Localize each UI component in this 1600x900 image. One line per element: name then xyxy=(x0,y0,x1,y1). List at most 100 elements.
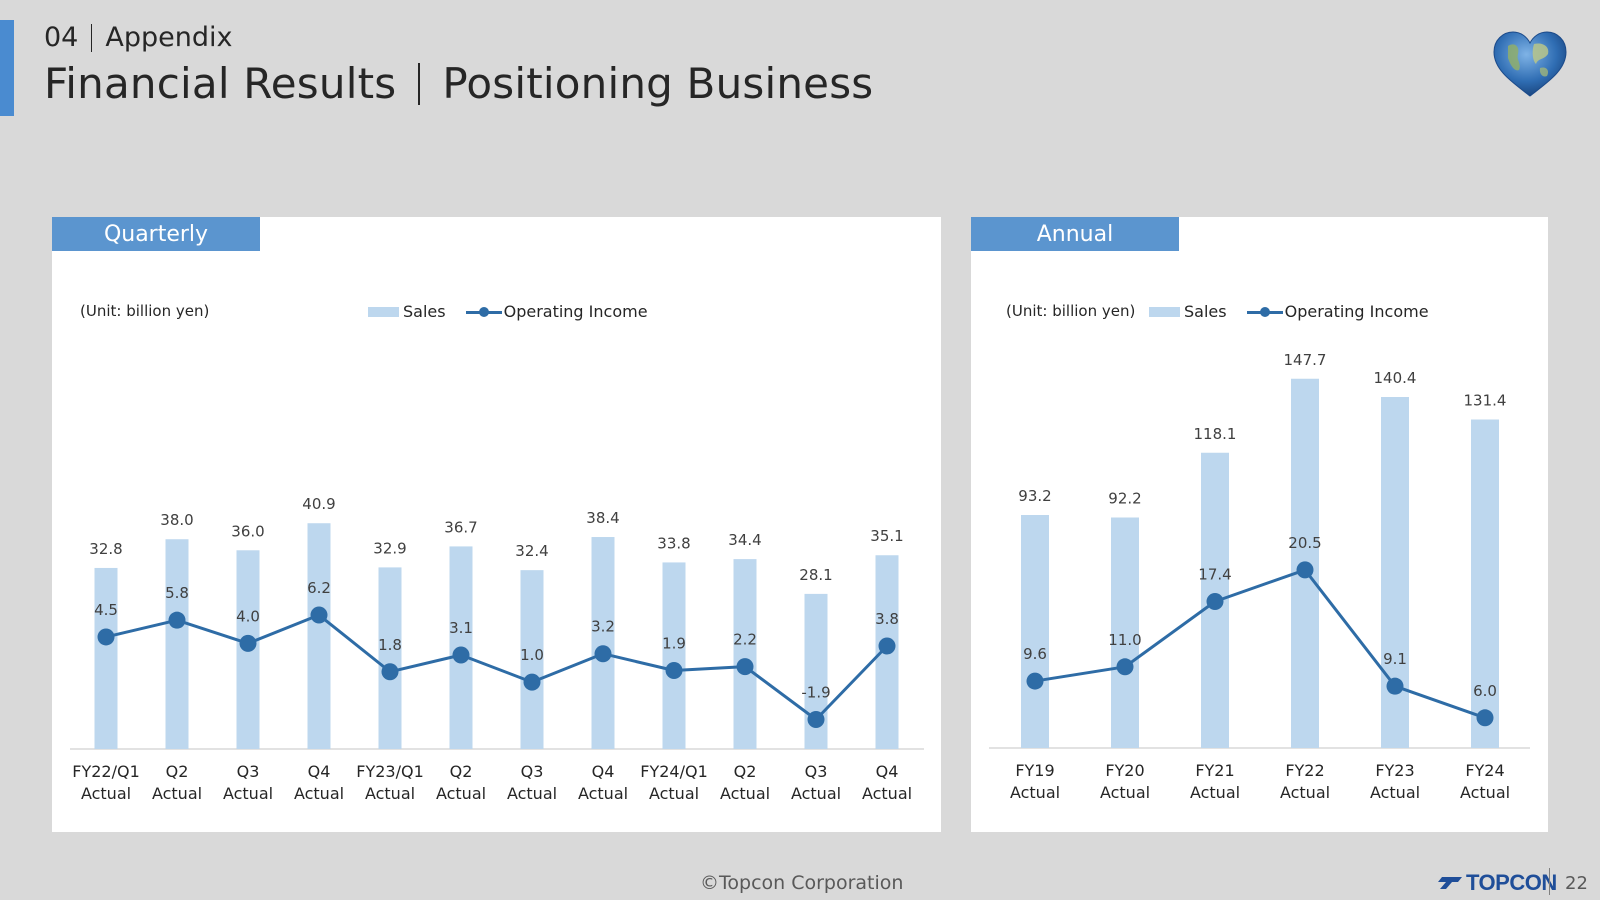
sales-value-label: 38.0 xyxy=(160,511,193,529)
operating-income-value-label: 2.2 xyxy=(733,631,757,649)
sales-bar xyxy=(1021,515,1049,748)
operating-income-value-label: 17.4 xyxy=(1198,566,1231,584)
section-number: 04 xyxy=(44,22,79,53)
sales-value-label: 147.7 xyxy=(1284,351,1327,369)
x-tick-label: FY22 xyxy=(1285,761,1324,780)
quarterly-unit-label: (Unit: billion yen) xyxy=(80,302,210,320)
sales-value-label: 36.7 xyxy=(444,518,477,536)
operating-income-point xyxy=(523,673,541,691)
x-tick-label: Actual xyxy=(720,784,770,803)
x-tick-label: Actual xyxy=(1190,783,1240,802)
x-tick-label: Actual xyxy=(294,784,344,803)
x-tick-label: FY23 xyxy=(1375,761,1414,780)
sales-bar xyxy=(520,570,544,749)
x-tick-label: FY22/Q1 xyxy=(72,762,140,781)
annual-chart: 93.2 FY19 Actual 92.2 FY20 Actual 118.1 FY21 Act… xyxy=(989,351,1530,802)
operating-income-point xyxy=(878,637,896,655)
x-tick-label: FY23/Q1 xyxy=(356,762,424,781)
operating-income-value-label: 20.5 xyxy=(1288,534,1321,552)
operating-income-point xyxy=(1206,593,1224,611)
operating-income-point xyxy=(381,663,399,681)
copyright-text: ©Topcon Corporation xyxy=(700,872,904,894)
legend-operating-income-swatch xyxy=(465,306,502,317)
x-tick-label: Actual xyxy=(1370,783,1420,802)
x-tick-label: Actual xyxy=(1100,783,1150,802)
sales-bar xyxy=(1111,517,1139,748)
operating-income-value-label: 6.2 xyxy=(307,579,331,597)
page-title-left: Financial Results xyxy=(44,59,397,108)
sales-bar xyxy=(591,537,615,749)
footer-divider xyxy=(1549,868,1550,895)
topcon-logo: TOPCON xyxy=(1438,870,1557,896)
x-tick-label: Actual xyxy=(862,784,912,803)
x-tick-label: FY21 xyxy=(1195,761,1234,780)
title-divider xyxy=(418,62,421,105)
x-tick-label: Actual xyxy=(81,784,131,803)
operating-income-point xyxy=(807,711,825,729)
operating-income-point xyxy=(665,661,683,679)
x-tick-label: FY20 xyxy=(1105,761,1144,780)
x-tick-label: Q4 xyxy=(308,762,331,781)
operating-income-value-label: 9.1 xyxy=(1383,650,1407,668)
sales-value-label: 36.0 xyxy=(231,522,264,540)
sales-bar xyxy=(1471,419,1499,748)
operating-income-value-label: 3.1 xyxy=(449,619,473,637)
sales-bar xyxy=(1381,397,1409,748)
globe-heart-icon xyxy=(1493,31,1567,97)
operating-income-point xyxy=(1026,672,1044,690)
x-tick-label: FY24 xyxy=(1465,761,1504,780)
operating-income-point xyxy=(1116,658,1134,676)
x-tick-label: Actual xyxy=(1460,783,1510,802)
sales-value-label: 93.2 xyxy=(1018,487,1051,505)
legend-sales-swatch xyxy=(1149,306,1180,317)
sales-value-label: 92.2 xyxy=(1108,490,1141,508)
sales-bar xyxy=(378,567,402,749)
operating-income-value-label: 11.0 xyxy=(1108,631,1141,649)
operating-income-value-label: 4.0 xyxy=(236,607,260,625)
page-title-right: Positioning Business xyxy=(442,59,874,108)
sales-value-label: 32.8 xyxy=(89,540,122,558)
sales-value-label: 40.9 xyxy=(302,495,335,513)
sales-value-label: 28.1 xyxy=(799,566,832,584)
quarterly-legend: Sales Operating Income xyxy=(368,302,648,321)
topcon-mark-icon xyxy=(1438,877,1462,889)
operating-income-point xyxy=(97,628,115,646)
sales-bar xyxy=(307,523,331,749)
legend-sales-label: Sales xyxy=(1184,302,1227,321)
sales-bar xyxy=(804,593,828,749)
x-tick-label: Actual xyxy=(365,784,415,803)
operating-income-point xyxy=(1476,709,1494,727)
x-tick-label: Q2 xyxy=(450,762,473,781)
x-tick-label: Actual xyxy=(1010,783,1060,802)
sales-value-label: 32.4 xyxy=(515,542,548,560)
legend-operating-income-label: Operating Income xyxy=(503,302,648,321)
x-tick-label: Q4 xyxy=(592,762,615,781)
x-tick-label: Actual xyxy=(507,784,557,803)
section-heading: 04 Appendix xyxy=(44,22,232,53)
sales-value-label: 34.4 xyxy=(728,531,761,549)
page-title: Financial Results Positioning Business xyxy=(44,59,873,108)
sales-value-label: 131.4 xyxy=(1464,392,1507,410)
section-name: Appendix xyxy=(105,22,233,53)
accent-bar xyxy=(0,20,14,116)
annual-tab: Annual xyxy=(971,217,1179,251)
operating-income-point xyxy=(594,645,612,663)
operating-income-value-label: 1.8 xyxy=(378,636,402,654)
x-tick-label: Actual xyxy=(436,784,486,803)
sales-value-label: 32.9 xyxy=(373,539,406,557)
quarterly-chart: 32.8 FY22/Q1 Actual 38.0 Q2 Actual 36.0 Q3 Actua… xyxy=(70,495,924,803)
sales-value-label: 118.1 xyxy=(1194,425,1237,443)
operating-income-point xyxy=(310,606,328,624)
annual-legend: Sales Operating Income xyxy=(1149,302,1429,321)
sales-value-label: 140.4 xyxy=(1374,369,1417,387)
operating-income-value-label: 9.6 xyxy=(1023,645,1047,663)
page-number: 22 xyxy=(1565,873,1588,894)
legend-operating-income-label: Operating Income xyxy=(1284,302,1429,321)
operating-income-value-label: 1.9 xyxy=(662,634,686,652)
operating-income-point xyxy=(1296,561,1314,579)
x-tick-label: Q3 xyxy=(805,762,828,781)
operating-income-value-label: 4.5 xyxy=(94,601,118,619)
operating-income-value-label: 1.0 xyxy=(520,646,544,664)
legend-sales-label: Sales xyxy=(403,302,446,321)
sales-bar xyxy=(733,559,757,749)
